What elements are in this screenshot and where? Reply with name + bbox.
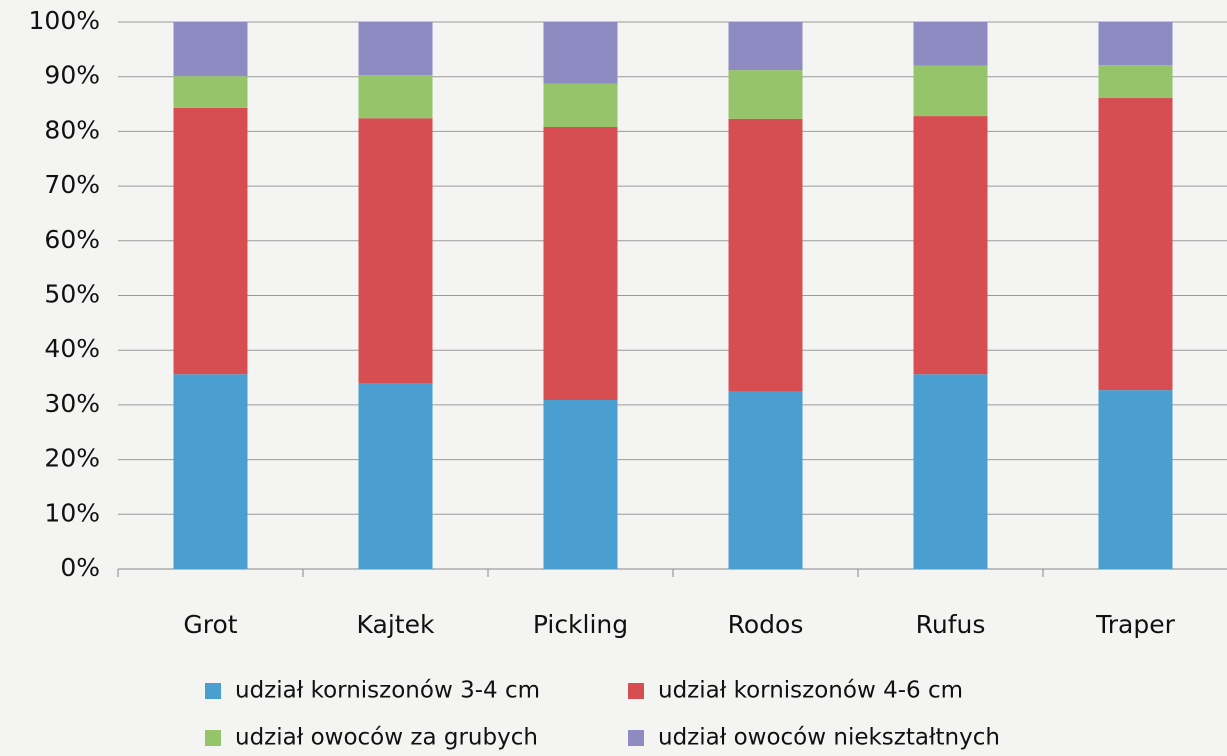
y-tick-label: 70% bbox=[44, 170, 100, 199]
legend-label: udział korniszonów 4-6 cm bbox=[658, 678, 963, 704]
x-tick-label: Traper bbox=[1095, 610, 1175, 639]
legend-label: udział korniszonów 3-4 cm bbox=[235, 678, 540, 704]
legend-swatch bbox=[628, 730, 644, 746]
bar-segment bbox=[728, 391, 803, 569]
y-tick-label: 90% bbox=[44, 61, 100, 90]
bar-segment bbox=[173, 76, 248, 108]
bar-segment bbox=[173, 107, 248, 375]
bar-segment bbox=[358, 75, 433, 119]
y-tick-label: 60% bbox=[44, 225, 100, 254]
y-tick-label: 20% bbox=[44, 444, 100, 473]
bar-segment bbox=[913, 22, 988, 66]
y-tick-label: 50% bbox=[44, 280, 100, 309]
bar-segment bbox=[173, 374, 248, 569]
bar-segment bbox=[543, 399, 618, 569]
x-tick-label: Pickling bbox=[533, 610, 628, 639]
y-tick-label: 10% bbox=[44, 498, 100, 527]
legend-label: udział owoców za grubych bbox=[235, 725, 538, 751]
bar-segment bbox=[1098, 390, 1173, 569]
legend-swatch bbox=[205, 683, 221, 699]
bar-segment bbox=[543, 83, 618, 128]
bar-segment bbox=[1098, 98, 1173, 391]
x-tick-label: Grot bbox=[183, 610, 237, 639]
legend-swatch bbox=[628, 683, 644, 699]
bar-segment bbox=[913, 65, 988, 117]
bar-segment bbox=[173, 22, 248, 77]
legend-swatch bbox=[205, 730, 221, 746]
bar-segment bbox=[728, 118, 803, 392]
y-tick-label: 30% bbox=[44, 389, 100, 418]
bar-segment bbox=[913, 116, 988, 375]
bar-segment bbox=[1098, 22, 1173, 66]
y-tick-label: 40% bbox=[44, 334, 100, 363]
bar-segment bbox=[543, 127, 618, 400]
bar-segment bbox=[728, 70, 803, 119]
y-tick-label: 100% bbox=[29, 6, 100, 35]
bar-segment bbox=[358, 118, 433, 384]
bar-segment bbox=[358, 383, 433, 569]
x-tick-label: Rodos bbox=[728, 610, 804, 639]
bar-segment bbox=[913, 374, 988, 569]
x-tick-label: Kajtek bbox=[357, 610, 435, 639]
bar-segment bbox=[543, 22, 618, 84]
bar-segment bbox=[358, 22, 433, 76]
x-tick-label: Rufus bbox=[916, 610, 986, 639]
bar-segment bbox=[728, 22, 803, 71]
bar-segment bbox=[1098, 65, 1173, 99]
legend-label: udział owoców niekształtnych bbox=[658, 725, 1000, 751]
y-tick-label: 80% bbox=[44, 115, 100, 144]
y-tick-label: 0% bbox=[60, 553, 100, 582]
